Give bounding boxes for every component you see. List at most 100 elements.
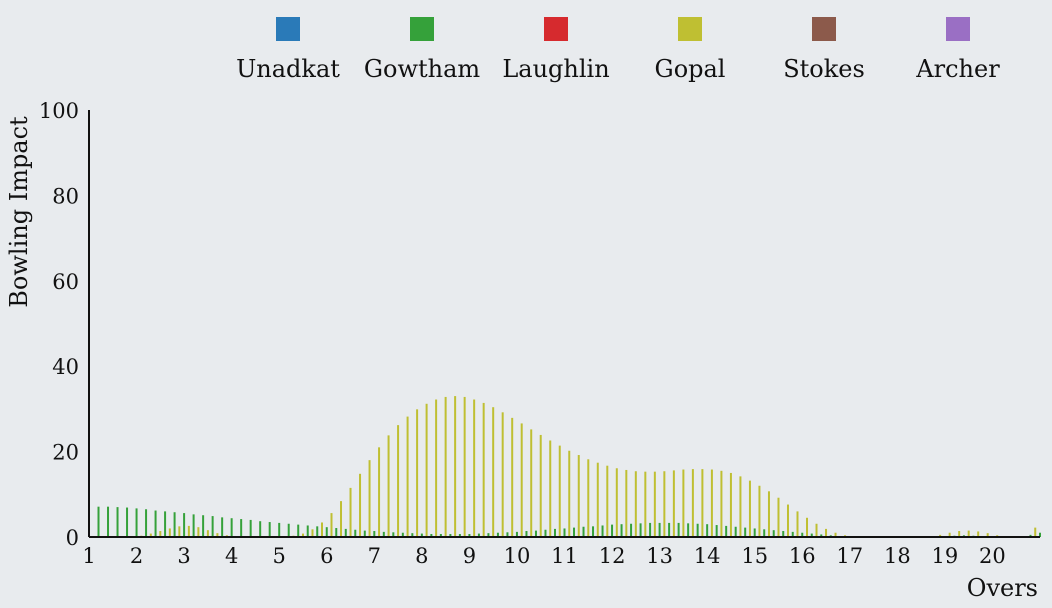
x-tick-label: 13 bbox=[646, 544, 673, 568]
bar-gowtham bbox=[677, 522, 680, 537]
bar-gopal bbox=[368, 460, 371, 537]
bar-gowtham bbox=[173, 512, 176, 537]
bar-gowtham bbox=[183, 513, 186, 537]
bar-gopal bbox=[359, 473, 362, 537]
bar-gopal bbox=[473, 399, 476, 537]
bar-gopal bbox=[939, 534, 942, 537]
x-tick-label: 7 bbox=[368, 544, 381, 568]
y-tick-label: 80 bbox=[52, 184, 79, 208]
bar-gopal bbox=[492, 407, 495, 537]
bar-gopal bbox=[739, 476, 742, 537]
bar-gowtham bbox=[192, 514, 195, 537]
bar-gopal bbox=[435, 399, 438, 537]
bar-gopal bbox=[397, 425, 400, 537]
bar-gowtham bbox=[202, 515, 205, 537]
bar-gopal bbox=[663, 471, 666, 537]
bar-gowtham bbox=[268, 522, 271, 537]
bar-gopal bbox=[825, 528, 828, 537]
bar-gowtham bbox=[154, 510, 157, 537]
x-tick-label: 4 bbox=[225, 544, 238, 568]
legend-swatch-gowtham bbox=[410, 17, 434, 41]
bar-gowtham bbox=[791, 531, 794, 537]
bar-gowtham bbox=[240, 519, 243, 537]
bar-gowtham bbox=[164, 511, 167, 537]
x-tick-label: 18 bbox=[884, 544, 911, 568]
x-tick-label: 15 bbox=[741, 544, 768, 568]
bar-gowtham bbox=[782, 531, 785, 537]
y-tick-label: 40 bbox=[52, 355, 79, 379]
bar-gopal bbox=[767, 491, 770, 537]
x-tick-label: 20 bbox=[979, 544, 1006, 568]
bar-gowtham bbox=[306, 525, 309, 537]
bar-gopal bbox=[815, 523, 818, 537]
x-tick-label: 6 bbox=[320, 544, 333, 568]
x-tick-label: 8 bbox=[415, 544, 428, 568]
bar-gowtham bbox=[249, 519, 252, 537]
legend-label-gopal: Gopal bbox=[655, 55, 726, 83]
bar-gowtham bbox=[449, 534, 452, 537]
bar-gowtham bbox=[563, 528, 566, 537]
x-tick-label: 2 bbox=[130, 544, 143, 568]
bar-gowtham bbox=[259, 521, 262, 537]
bar-gowtham bbox=[458, 534, 461, 537]
bar-gopal bbox=[625, 469, 628, 537]
bar-gowtham bbox=[601, 525, 604, 537]
x-tick-label: 12 bbox=[599, 544, 626, 568]
bar-gopal bbox=[967, 530, 970, 537]
bar-gowtham bbox=[668, 522, 671, 537]
bar-gopal bbox=[187, 525, 190, 537]
bar-gowtham bbox=[411, 533, 414, 537]
legend-label-gowtham: Gowtham bbox=[364, 55, 481, 83]
bar-gopal bbox=[378, 447, 381, 537]
x-tick-label: 3 bbox=[177, 544, 190, 568]
x-tick-label: 10 bbox=[504, 544, 531, 568]
legend-swatch-archer bbox=[946, 17, 970, 41]
bar-gopal bbox=[463, 396, 466, 537]
bar-gopal bbox=[577, 455, 580, 537]
bar-gowtham bbox=[297, 524, 300, 537]
bar-gowtham bbox=[287, 523, 290, 537]
bar-gopal bbox=[539, 434, 542, 537]
bar-gowtham bbox=[734, 526, 737, 537]
bar-gowtham bbox=[544, 529, 547, 537]
bar-gopal bbox=[149, 533, 152, 537]
bar-gopal bbox=[986, 533, 989, 537]
bar-gowtham bbox=[439, 534, 442, 537]
bar-gopal bbox=[549, 440, 552, 537]
bar-gowtham bbox=[706, 524, 709, 537]
x-tick-label: 14 bbox=[694, 544, 721, 568]
bar-gowtham bbox=[658, 522, 661, 537]
x-tick-label: 16 bbox=[789, 544, 816, 568]
bar-gowtham bbox=[354, 529, 357, 537]
bar-gopal bbox=[672, 470, 675, 537]
bar-gopal bbox=[729, 472, 732, 537]
bar-gowtham bbox=[335, 528, 338, 537]
bar-gopal bbox=[720, 470, 723, 537]
bar-gowtham bbox=[620, 524, 623, 537]
bar-gowtham bbox=[573, 527, 576, 537]
bar-gopal bbox=[644, 471, 647, 537]
bar-gopal bbox=[301, 533, 304, 537]
bar-gowtham bbox=[515, 531, 518, 537]
bar-gowtham bbox=[582, 526, 585, 537]
x-tick-label: 1 bbox=[82, 544, 95, 568]
bar-gopal bbox=[948, 532, 951, 537]
bar-gowtham bbox=[725, 525, 728, 537]
bar-gowtham bbox=[230, 518, 233, 537]
legend-label-laughlin: Laughlin bbox=[502, 55, 609, 83]
bar-gopal bbox=[416, 409, 419, 537]
bar-gopal bbox=[596, 462, 599, 537]
bar-gopal bbox=[691, 469, 694, 537]
x-tick-label: 9 bbox=[463, 544, 476, 568]
bar-gopal bbox=[796, 511, 799, 537]
bar-gopal bbox=[216, 533, 219, 537]
bar-gopal bbox=[748, 480, 751, 537]
bar-gowtham bbox=[401, 532, 404, 537]
bar-gowtham bbox=[97, 506, 100, 537]
bar-gopal bbox=[701, 469, 704, 537]
bar-gowtham bbox=[221, 517, 224, 537]
legend-swatch-stokes bbox=[812, 17, 836, 41]
bar-gowtham bbox=[525, 531, 528, 537]
bar-gopal bbox=[758, 485, 761, 537]
y-tick-label: 100 bbox=[39, 99, 79, 123]
